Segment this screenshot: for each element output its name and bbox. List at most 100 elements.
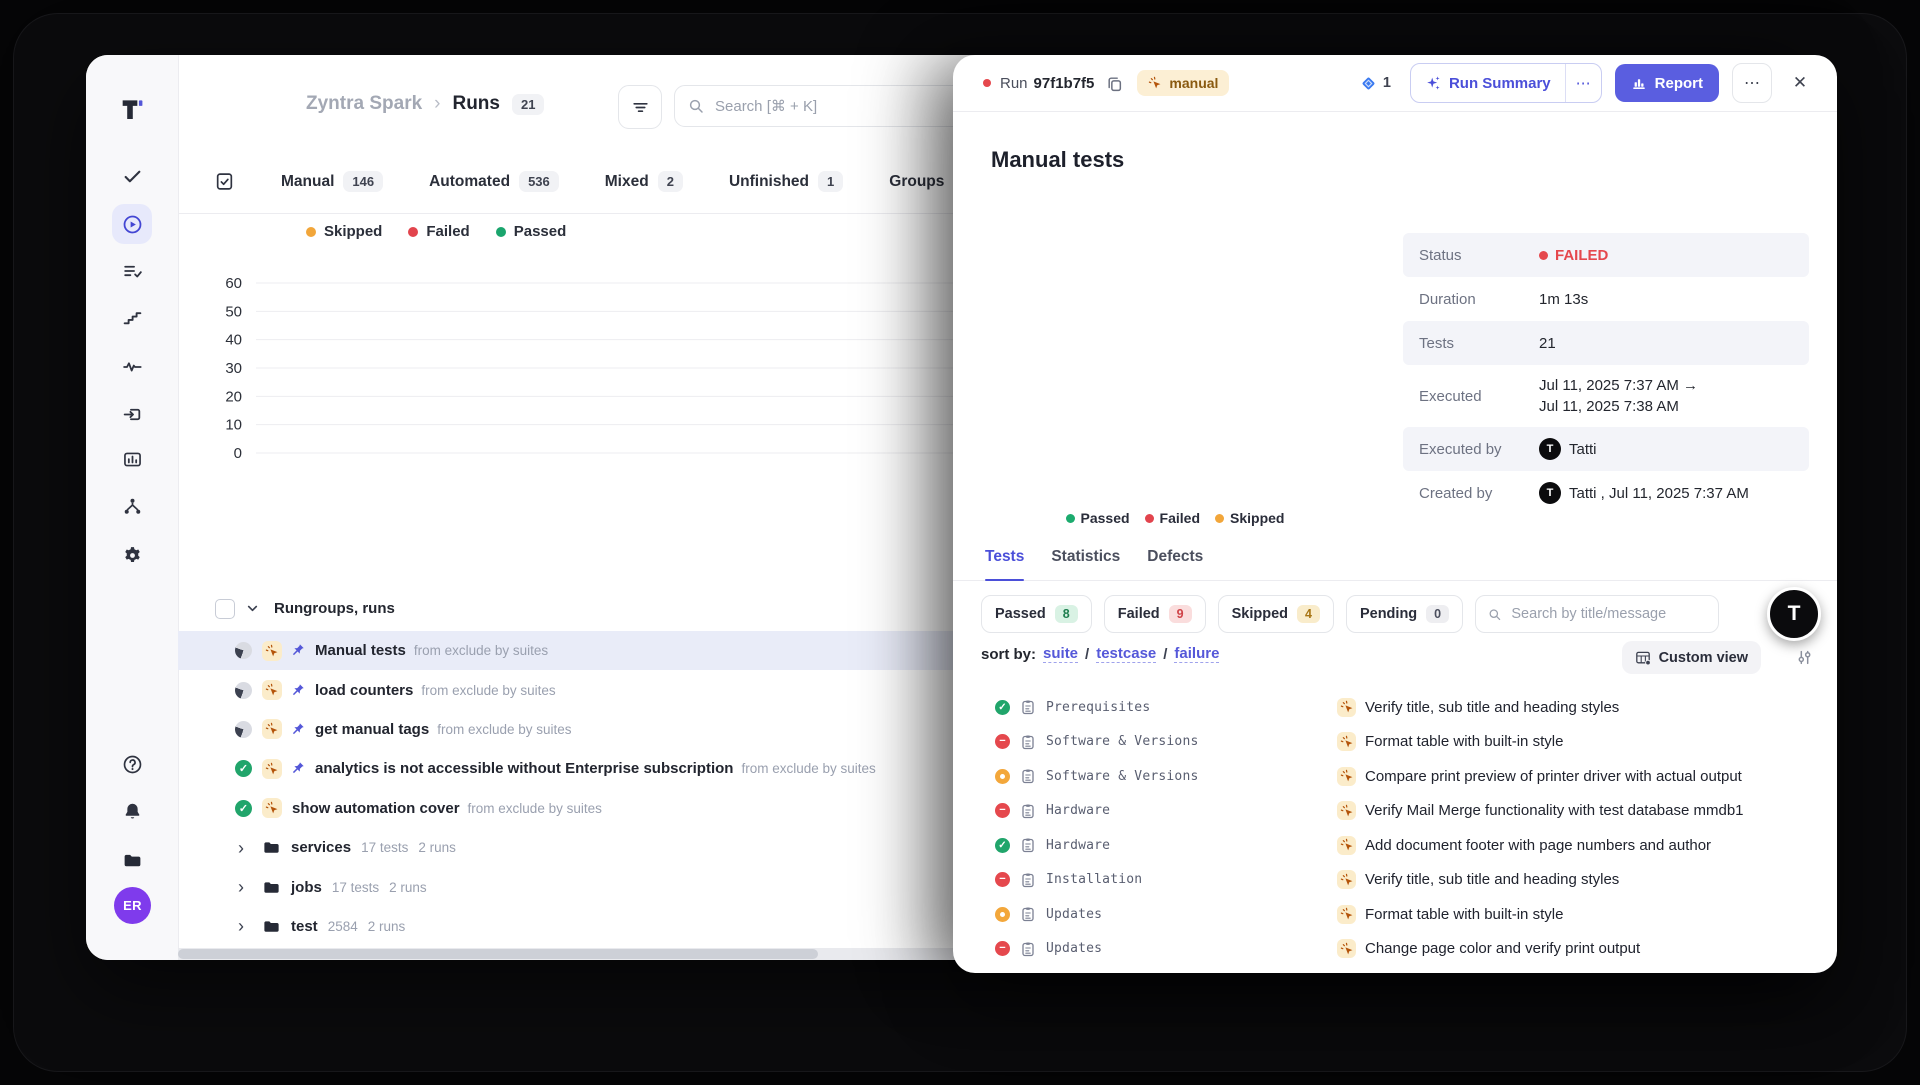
run-status-dot — [983, 79, 991, 87]
chevron-right-icon[interactable] — [238, 917, 252, 935]
select-all-checkbox[interactable] — [215, 598, 235, 619]
sidebar-item-steps[interactable] — [112, 297, 152, 337]
table-row[interactable]: show automation cover from exclude by su… — [178, 789, 1806, 828]
sidebar-item-checks[interactable] — [112, 156, 152, 196]
tests-search-input[interactable] — [1509, 605, 1707, 623]
svg-text:50: 50 — [225, 303, 242, 320]
table-row-folder[interactable]: services 17 tests 2 runs — [178, 828, 1806, 867]
folder-title[interactable]: services — [291, 839, 352, 857]
tab-tests[interactable]: Tests — [985, 533, 1025, 581]
test-row[interactable]: Hardware Add document footer with page n… — [953, 828, 1837, 863]
sidebar-item-reports[interactable] — [112, 439, 152, 479]
table-row-folder[interactable]: test 2584 2 runs — [178, 907, 1806, 946]
test-row[interactable]: Installation Verify title, sub title and… — [953, 863, 1837, 898]
chevron-right-icon[interactable] — [238, 839, 252, 857]
run-details: Status FAILED Duration 1m 13s Tests 21 E… — [1403, 233, 1809, 515]
user-avatar[interactable]: ER — [114, 887, 151, 924]
breadcrumb-project[interactable]: Zyntra Spark — [306, 93, 423, 114]
folder-title[interactable]: test — [291, 917, 318, 935]
test-title[interactable]: Verify title, sub title and heading styl… — [1365, 698, 1620, 716]
run-title[interactable]: get manual tags — [315, 720, 430, 738]
sidebar-item-notifications[interactable] — [112, 791, 152, 831]
diamond-icon — [1360, 75, 1377, 92]
test-title[interactable]: Verify title, sub title and heading styl… — [1365, 871, 1620, 889]
test-row[interactable]: Hardware Verify Mail Merge functionality… — [953, 794, 1837, 829]
app-logo-icon[interactable] — [116, 95, 148, 127]
manual-run-icon — [262, 640, 282, 661]
chip-passed[interactable]: Passed 8 — [981, 595, 1092, 633]
more-options-button[interactable] — [1732, 63, 1772, 103]
sidebar-item-branches[interactable] — [112, 486, 152, 526]
table-row[interactable]: analytics is not accessible without Ente… — [178, 749, 1806, 788]
sort-by-testcase[interactable]: testcase — [1096, 645, 1157, 663]
test-row[interactable]: Updates Change page color and verify pri… — [953, 932, 1837, 967]
test-title[interactable]: Change page color and verify print outpu… — [1365, 940, 1641, 958]
run-status-icon — [235, 642, 252, 660]
test-title[interactable]: Compare print preview of printer driver … — [1365, 767, 1742, 785]
test-row[interactable]: Software & Versions Format table with bu… — [953, 725, 1837, 760]
sidebar-item-settings[interactable] — [112, 535, 152, 575]
chevron-right-icon[interactable] — [238, 878, 252, 896]
table-row[interactable]: get manual tags from exclude by suites — [178, 710, 1806, 749]
member-avatar[interactable]: T — [1767, 587, 1821, 641]
svg-text:60: 60 — [225, 275, 242, 292]
report-button[interactable]: Report — [1614, 64, 1719, 102]
chip-failed[interactable]: Failed 9 — [1103, 595, 1206, 633]
manual-test-icon — [1337, 870, 1356, 890]
tab-statistics[interactable]: Statistics — [1051, 547, 1121, 565]
test-row[interactable]: Software & Versions Compare print previe… — [953, 759, 1837, 794]
manual-test-icon — [1337, 766, 1356, 786]
run-title[interactable]: load counters — [315, 681, 414, 699]
test-row[interactable]: Prerequisites Verify title, sub title an… — [953, 690, 1837, 725]
tab-automated[interactable]: Automated 536 — [429, 171, 559, 192]
filter-button[interactable] — [618, 85, 662, 129]
sort-by-failure[interactable]: failure — [1174, 645, 1220, 663]
sidebar-item-help[interactable] — [112, 744, 152, 784]
run-title[interactable]: Manual tests — [315, 642, 406, 660]
run-title[interactable]: analytics is not accessible without Ente… — [315, 760, 734, 778]
scrollbar-thumb[interactable] — [178, 949, 818, 959]
folder-runs-count: 2 runs — [418, 840, 456, 856]
run-title[interactable]: show automation cover — [292, 799, 460, 817]
table-row-folder[interactable]: jobs 17 tests 2 runs — [178, 867, 1806, 906]
test-title[interactable]: Format table with built-in style — [1365, 733, 1564, 751]
folder-title[interactable]: jobs — [291, 878, 322, 896]
tab-defects[interactable]: Defects — [1147, 547, 1204, 565]
tab-manual[interactable]: Manual 146 — [281, 171, 384, 192]
sidebar-item-projects[interactable] — [112, 840, 152, 880]
pin-icon — [290, 683, 305, 698]
sidebar-item-activity[interactable] — [112, 346, 152, 386]
run-status-icon — [235, 720, 252, 738]
suite-icon — [1020, 734, 1036, 750]
sidebar-item-import[interactable] — [112, 394, 152, 434]
linked-issues[interactable]: 1 — [1360, 75, 1391, 92]
custom-view-button[interactable]: Custom view — [1621, 641, 1761, 674]
sort-by-suite[interactable]: suite — [1043, 645, 1079, 663]
test-title[interactable]: Format table with built-in style — [1365, 905, 1564, 923]
legend-passed: Passed — [495, 223, 566, 240]
test-title[interactable]: Add document footer with page numbers an… — [1365, 836, 1712, 854]
close-icon[interactable] — [1785, 68, 1815, 98]
view-settings-icon[interactable] — [1796, 649, 1813, 666]
chip-skipped[interactable]: Skipped 4 — [1217, 595, 1334, 633]
tab-mixed[interactable]: Mixed 2 — [605, 171, 683, 192]
test-row[interactable]: Updates Format table with built-in style — [953, 897, 1837, 932]
manual-test-icon — [1337, 697, 1356, 717]
run-summary-button[interactable]: Run Summary — [1409, 63, 1602, 103]
tests-search[interactable] — [1475, 595, 1720, 633]
legend-failed: Failed — [408, 223, 470, 240]
sidebar-item-testcases[interactable] — [112, 251, 152, 291]
copy-icon[interactable] — [1106, 75, 1123, 92]
run-list-icon[interactable] — [214, 171, 235, 192]
run-summary-more-button[interactable] — [1564, 64, 1601, 102]
sidebar-item-runs[interactable] — [112, 204, 152, 244]
chevron-down-icon[interactable] — [245, 601, 260, 616]
test-title[interactable]: Verify Mail Merge functionality with tes… — [1365, 802, 1744, 820]
tab-unfinished[interactable]: Unfinished 1 — [729, 171, 844, 192]
table-row[interactable]: load counters from exclude by suites — [178, 670, 1806, 709]
search-input[interactable] — [713, 96, 1004, 116]
run-status-icon — [235, 799, 252, 817]
folder-tests-count: 17 tests — [361, 840, 409, 856]
chip-pending[interactable]: Pending 0 — [1345, 595, 1464, 633]
suite-name: Installation — [1046, 872, 1143, 888]
